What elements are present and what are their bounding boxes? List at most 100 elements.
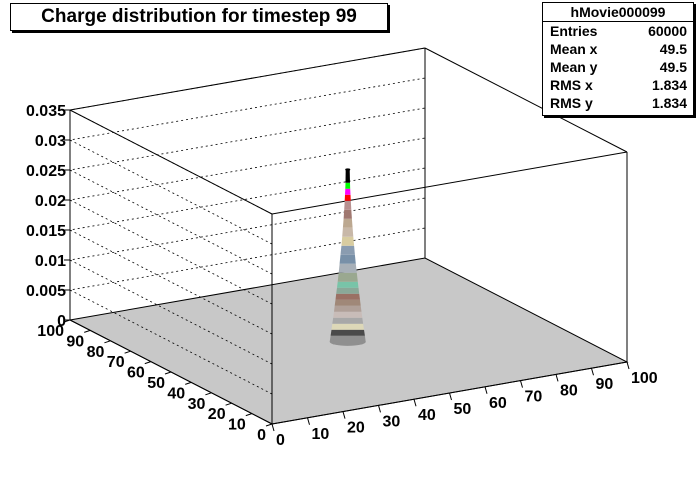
y-tick-label: 0 <box>257 427 266 444</box>
x-tick-label: 30 <box>383 413 401 430</box>
z-tick-label: 0.035 <box>26 103 66 120</box>
tower-band <box>338 263 357 273</box>
tower-band <box>331 323 364 330</box>
z-tick-label: 0.025 <box>26 163 66 180</box>
y-tick-label: 30 <box>188 396 206 413</box>
x-tick-mark <box>413 399 417 407</box>
tower-band <box>343 209 352 219</box>
y-tick-label: 50 <box>147 375 165 392</box>
tower-band <box>344 194 351 201</box>
tower-band <box>345 182 351 189</box>
x-tick-mark <box>591 368 594 376</box>
y-tick-mark <box>164 371 172 375</box>
tower-band <box>332 317 364 324</box>
y-tick-label: 40 <box>167 385 185 402</box>
tower-band <box>337 281 359 288</box>
y-tick-mark <box>205 392 212 396</box>
y-tick-label: 20 <box>208 406 226 423</box>
z-tick-label: 0.01 <box>35 253 66 270</box>
x-tick-mark <box>342 411 346 419</box>
tower-band <box>345 188 351 195</box>
stats-label: RMS y <box>550 95 593 111</box>
stats-row-mean-y: Mean y 49.5 <box>543 58 693 76</box>
y-tick-mark <box>84 329 91 333</box>
x-tick-label: 100 <box>631 370 658 387</box>
x-tick-label: 70 <box>525 389 543 406</box>
y-tick-mark <box>124 350 131 354</box>
y-tick-mark <box>104 340 111 344</box>
y-tick-mark <box>144 361 151 365</box>
z-tick-label: 0 <box>57 313 66 330</box>
x-tick-mark <box>626 361 630 370</box>
y-tick-mark <box>225 402 232 406</box>
x-tick-mark <box>378 405 381 413</box>
tower-band <box>342 218 353 228</box>
tower-band <box>340 245 355 255</box>
y-tick-label: 60 <box>127 365 145 382</box>
stats-label: RMS x <box>550 77 593 93</box>
grid-line <box>68 107 426 275</box>
tower-band <box>339 254 356 264</box>
z-tick-label: 0.02 <box>35 193 66 210</box>
tower-top <box>345 168 351 171</box>
chart-title: Charge distribution for timestep 99 <box>10 3 388 31</box>
tower-band <box>341 236 355 246</box>
y-tick-mark <box>245 413 252 417</box>
stats-row-mean-x: Mean x 49.5 <box>543 40 693 58</box>
x-tick-label: 0 <box>276 432 285 449</box>
y-tick-label: 100 <box>37 323 64 340</box>
tower-base <box>329 337 366 346</box>
grid-line <box>68 197 426 365</box>
x-tick-mark <box>484 386 488 394</box>
x-tick-mark <box>449 392 452 401</box>
stats-histogram-name: hMovie000099 <box>543 3 693 22</box>
grid-line <box>68 77 426 245</box>
y-tick-label: 10 <box>228 417 246 434</box>
x-tick-label: 10 <box>312 426 330 443</box>
y-tick-label: 80 <box>87 344 105 361</box>
y-tick-mark <box>63 319 71 323</box>
y-tick-mark <box>185 381 192 385</box>
x-tick-mark <box>555 374 559 382</box>
stats-value: 49.5 <box>659 59 687 75</box>
x-tick-label: 20 <box>347 420 365 437</box>
box-edge <box>69 109 273 215</box>
tower-band <box>333 311 363 318</box>
tower-band <box>330 329 365 336</box>
stats-label: Mean y <box>550 59 598 75</box>
box-edge <box>424 47 628 153</box>
x-tick-mark <box>520 380 523 388</box>
tower-band <box>335 293 360 300</box>
x-tick-label: 50 <box>454 401 472 418</box>
z-tick-label: 0.015 <box>26 223 66 240</box>
stats-row-entries: Entries 60000 <box>543 22 693 40</box>
y-tick-label: 70 <box>107 354 125 371</box>
stats-label: Mean x <box>550 41 598 57</box>
tower-band <box>342 227 354 237</box>
y-tick-mark <box>265 423 273 427</box>
tower-band <box>345 169 350 183</box>
x-tick-label: 40 <box>418 407 436 424</box>
stats-box: hMovie000099 Entries 60000 Mean x 49.5 M… <box>542 2 694 116</box>
tower-band <box>334 299 361 306</box>
grid-line <box>68 167 426 335</box>
box-edge <box>69 47 426 111</box>
box-edge <box>271 151 628 215</box>
x-tick-label: 90 <box>596 376 614 393</box>
y-tick-label: 90 <box>66 333 84 350</box>
tower-band <box>344 200 352 210</box>
stats-row-rms-y: RMS y 1.834 <box>543 94 693 112</box>
grid-line <box>68 137 426 305</box>
tower-band <box>334 305 362 312</box>
x-tick-label: 80 <box>560 382 578 399</box>
z-tick-label: 0.03 <box>35 133 66 150</box>
tower-band <box>336 287 360 294</box>
z-tick-label: 0.005 <box>26 283 66 300</box>
stats-value: 1.834 <box>651 77 687 93</box>
stats-value: 49.5 <box>659 41 687 57</box>
x-tick-mark <box>307 417 310 425</box>
stats-label: Entries <box>550 23 598 39</box>
grid-line <box>68 227 426 395</box>
